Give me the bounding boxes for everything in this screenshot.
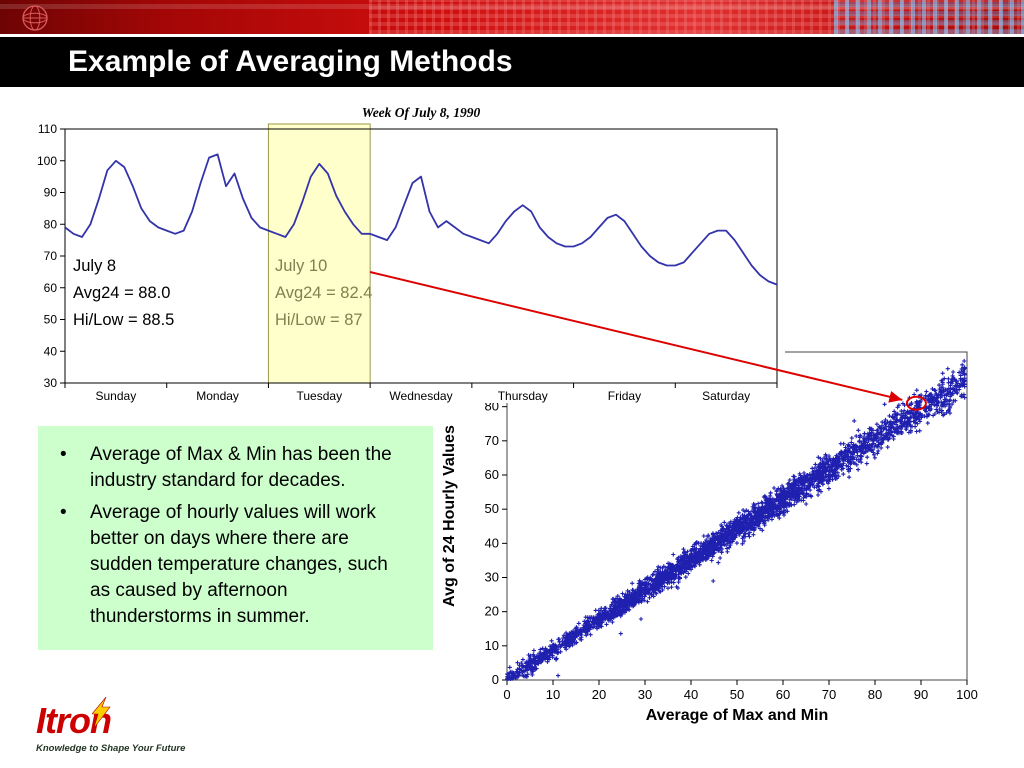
line-chart-title: Week Of July 8, 1990 bbox=[362, 105, 481, 120]
bullet-text: Average of Max & Min has been the indust… bbox=[90, 444, 392, 491]
bullet-icon: • bbox=[60, 502, 67, 523]
annotation-line: July 10 bbox=[275, 257, 328, 275]
svg-text:100: 100 bbox=[37, 154, 57, 168]
globe-icon bbox=[22, 5, 48, 31]
annotation-july8: July 8 Avg24 = 88.0 Hi/Low = 88.5 bbox=[73, 253, 174, 334]
svg-text:80: 80 bbox=[44, 217, 58, 231]
annotation-line: Hi/Low = 87 bbox=[275, 311, 363, 329]
svg-text:20: 20 bbox=[592, 687, 606, 702]
bullet-text: Average of hourly values will work bette… bbox=[90, 502, 388, 627]
annotation-line: July 8 bbox=[73, 257, 117, 275]
banner-stripe bbox=[0, 4, 1024, 9]
banner-digital-pattern-right bbox=[834, 0, 1024, 34]
svg-text:Wednesday: Wednesday bbox=[389, 389, 452, 403]
top-banner bbox=[0, 0, 1024, 34]
svg-text:70: 70 bbox=[822, 687, 836, 702]
svg-text:30: 30 bbox=[485, 570, 499, 585]
svg-text:70: 70 bbox=[485, 433, 499, 448]
svg-text:80: 80 bbox=[868, 687, 882, 702]
page-title: Example of Averaging Methods bbox=[68, 45, 513, 78]
svg-text:30: 30 bbox=[44, 376, 58, 390]
annotation-line: Hi/Low = 88.5 bbox=[73, 311, 175, 329]
svg-text:30: 30 bbox=[638, 687, 652, 702]
svg-text:90: 90 bbox=[914, 687, 928, 702]
svg-text:Friday: Friday bbox=[608, 389, 641, 403]
svg-text:40: 40 bbox=[684, 687, 698, 702]
title-bar: Example of Averaging Methods bbox=[0, 37, 1024, 87]
bullet-icon: • bbox=[60, 444, 67, 465]
notes-box: • Average of Max & Min has been the indu… bbox=[38, 426, 433, 650]
bullet-item: • Average of hourly values will work bet… bbox=[52, 500, 425, 630]
svg-text:60: 60 bbox=[485, 467, 499, 482]
tuesday-highlight-band bbox=[267, 123, 371, 384]
svg-text:20: 20 bbox=[485, 604, 499, 619]
bullet-item: • Average of Max & Min has been the indu… bbox=[52, 442, 425, 494]
svg-text:70: 70 bbox=[44, 249, 58, 263]
svg-text:0: 0 bbox=[503, 687, 510, 702]
weekly-temperature-chart: 30 40 50 60 70 80 90 100 110 Sunday Monday Tuesday W… bbox=[35, 103, 785, 403]
scatter-plot: 0 10 20 30 40 50 60 70 80 90 100 0 10 20 30 40 50 60 70 80 A… bbox=[440, 340, 1020, 740]
svg-text:110: 110 bbox=[38, 122, 57, 136]
annotation-july10: July 10 Avg24 = 82.4 Hi/Low = 87 bbox=[275, 253, 372, 334]
scatter-points bbox=[505, 358, 967, 681]
svg-text:100: 100 bbox=[956, 687, 978, 702]
svg-text:Monday: Monday bbox=[196, 389, 239, 403]
svg-text:40: 40 bbox=[44, 344, 58, 358]
svg-text:Sunday: Sunday bbox=[96, 389, 137, 403]
svg-text:10: 10 bbox=[485, 638, 499, 653]
annotation-line: Avg24 = 88.0 bbox=[73, 284, 171, 302]
lightning-bolt-icon bbox=[92, 697, 111, 729]
svg-text:50: 50 bbox=[730, 687, 744, 702]
svg-text:60: 60 bbox=[776, 687, 790, 702]
scatter-y-label: Avg of 24 Hourly Values bbox=[441, 425, 458, 607]
scatter-x-label: Average of Max and Min bbox=[646, 707, 829, 724]
svg-text:Saturday: Saturday bbox=[702, 389, 750, 403]
temperature-line bbox=[64, 153, 778, 286]
svg-text:60: 60 bbox=[44, 281, 58, 295]
logo-tagline: Knowledge to Shape Your Future bbox=[36, 743, 186, 754]
scatter-svg: 0 10 20 30 40 50 60 70 80 90 10001020304050607080A… bbox=[441, 351, 978, 724]
svg-text:50: 50 bbox=[485, 501, 499, 516]
svg-text:Thursday: Thursday bbox=[498, 389, 548, 403]
itron-logo: Itron Knowledge to Shape Your Future bbox=[36, 697, 256, 754]
annotation-line: Avg24 = 82.4 bbox=[275, 284, 373, 302]
svg-text:Tuesday: Tuesday bbox=[296, 389, 342, 403]
svg-text:50: 50 bbox=[44, 313, 58, 327]
svg-text:10: 10 bbox=[546, 687, 560, 702]
svg-text:90: 90 bbox=[44, 186, 58, 200]
svg-text:0: 0 bbox=[492, 672, 499, 687]
svg-text:40: 40 bbox=[485, 535, 499, 550]
